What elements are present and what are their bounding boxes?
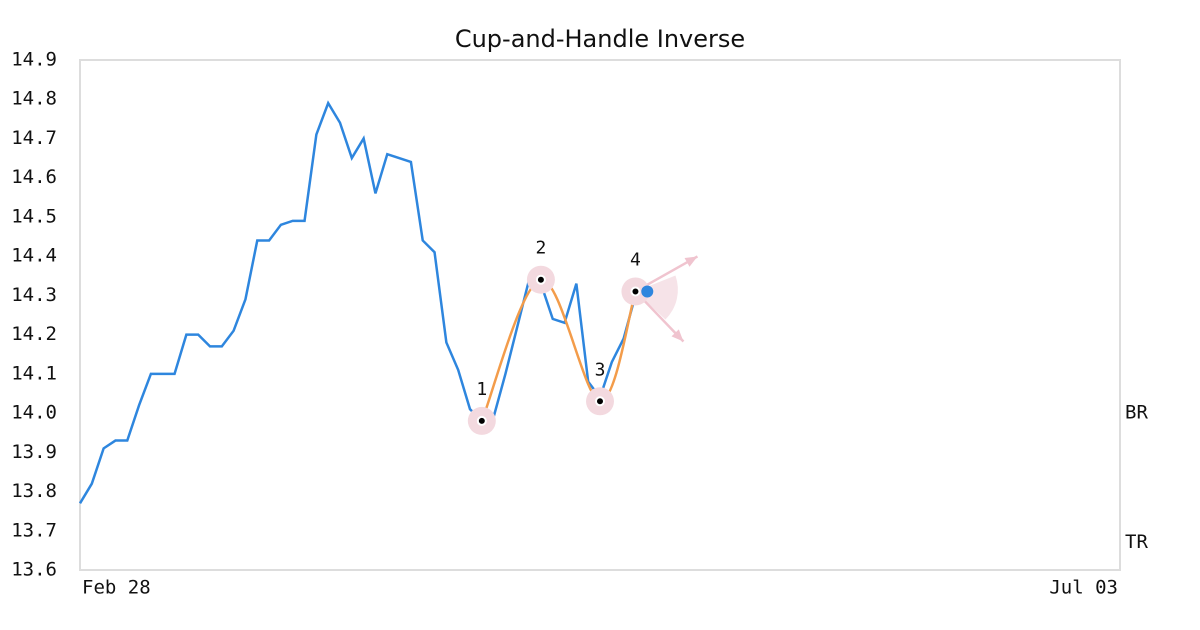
price-line: [78, 100, 648, 504]
arrow-head: [671, 329, 684, 342]
y-tick-label: 13.6: [11, 559, 57, 581]
y-tick-label: 14.6: [11, 166, 57, 188]
pattern-point: [535, 274, 546, 285]
y-tick-label: 13.8: [11, 480, 57, 502]
y-tick-label: 14.7: [11, 127, 57, 149]
last-point: [641, 285, 654, 298]
pattern-point: [630, 286, 641, 297]
y-tick-label: 14.9: [11, 49, 57, 71]
y-tick-label: 14.5: [11, 205, 57, 227]
y-tick-label: 14.0: [11, 402, 57, 424]
level-label: TR: [1125, 531, 1148, 553]
pattern-line: [480, 278, 637, 422]
x-tick-label: Jul 03: [1049, 577, 1118, 599]
y-tick-label: 14.8: [11, 88, 57, 110]
y-tick-label: 13.7: [11, 519, 57, 541]
pattern-point: [476, 415, 487, 426]
pattern-point-label: 1: [476, 379, 487, 400]
pattern-point-label: 4: [630, 249, 641, 270]
y-tick-label: 13.9: [11, 441, 57, 463]
y-tick-label: 14.1: [11, 362, 57, 384]
arrow-head: [684, 256, 698, 267]
pattern-point: [595, 396, 605, 407]
pattern-point-label: 3: [595, 359, 606, 380]
y-tick-label: 14.2: [11, 323, 57, 345]
pattern-point-label: 2: [535, 238, 546, 259]
level-label: BR: [1125, 402, 1148, 424]
y-tick-label: 14.4: [11, 245, 57, 267]
y-tick-label: 14.3: [11, 284, 57, 306]
chart-title: Cup-and-Handle Inverse: [455, 25, 745, 53]
projection-wedge: [635, 275, 678, 320]
x-tick-label: Feb 28: [82, 577, 151, 599]
plot-frame: [79, 59, 1121, 571]
